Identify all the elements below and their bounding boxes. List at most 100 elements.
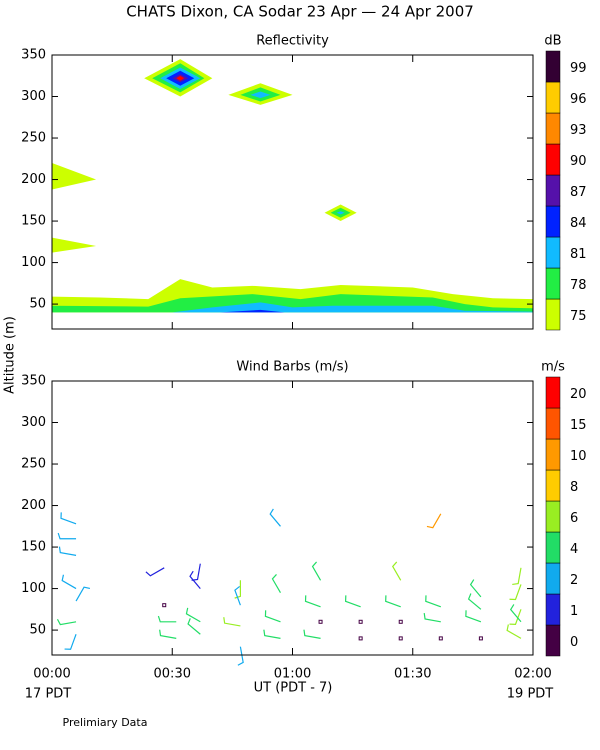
colorbar-swatch [545, 562, 561, 595]
colorbar-label: 75 [570, 309, 587, 324]
colorbar-label: 87 [570, 185, 587, 200]
wind-barb [509, 609, 522, 625]
colorbar-swatch [545, 531, 561, 564]
wind-barb [426, 513, 442, 529]
colorbar-label: 8 [570, 480, 578, 495]
y-tick-label: 300 [21, 415, 46, 430]
calm-marker [398, 619, 403, 624]
y-tick-label: 350 [21, 374, 46, 389]
colorbar-label: 93 [570, 123, 587, 138]
wind-barb [223, 617, 241, 627]
colorbar-swatch [545, 438, 561, 471]
y-tick-label: 150 [21, 214, 46, 229]
wind-barb [234, 585, 241, 606]
colorbar-label: 1 [570, 604, 578, 619]
calm-marker [478, 636, 483, 641]
y-tick-label: 200 [21, 172, 46, 187]
x-tick-label: 00:00 [33, 667, 70, 682]
colorbar-swatch [545, 298, 561, 331]
panel-title: Reflectivity [256, 34, 329, 49]
colorbar-label: 20 [570, 387, 587, 402]
colorbar-swatch [545, 50, 561, 83]
wind-barb [185, 607, 201, 623]
colorbar-label: 4 [570, 542, 578, 557]
colorbar-label: 96 [570, 92, 587, 107]
colorbar-label: 6 [570, 511, 578, 526]
colorbar-swatch [545, 205, 561, 238]
wind-barb [264, 610, 281, 623]
colorbar-swatch [545, 236, 561, 269]
contour-region [220, 309, 285, 313]
calm-marker [438, 636, 443, 641]
start-note: 17 PDT [25, 687, 72, 702]
wind-barb [187, 618, 201, 635]
calm-marker [318, 619, 323, 624]
wind-barb [311, 561, 322, 581]
wind-barb [304, 595, 321, 608]
wind-barb [263, 629, 281, 639]
colorbar-label: 0 [570, 635, 578, 650]
x-tick-label: 01:30 [394, 667, 431, 682]
colorbar-label: 90 [570, 154, 587, 169]
contour-region [336, 211, 345, 215]
wind-barb [56, 618, 77, 626]
x-tick-label: 01:00 [274, 667, 311, 682]
wind-barb [469, 579, 482, 598]
calm-marker [358, 636, 363, 641]
y-tick-label: 200 [21, 498, 46, 513]
y-axis-label: Altitude (m) [3, 316, 18, 394]
calm-marker [398, 636, 403, 641]
colorbar-swatch [545, 112, 561, 145]
contour-region [52, 162, 97, 190]
colorbar-swatch [545, 81, 561, 114]
chart-title: CHATS Dixon, CA Sodar 23 Apr — 24 Apr 20… [126, 3, 474, 21]
plot-frame [51, 380, 534, 656]
wind-barb [75, 586, 91, 602]
wind-barb [58, 546, 77, 556]
plot-frame [51, 54, 534, 330]
wind-barb [60, 512, 77, 525]
calm-marker [358, 619, 363, 624]
wind-barb [234, 580, 241, 599]
wind-barb [269, 508, 281, 527]
wind-barb [271, 574, 281, 594]
y-tick-label: 100 [21, 581, 46, 596]
calm-marker [162, 603, 167, 608]
colorbar-swatch [545, 143, 561, 176]
wind-barb [509, 604, 522, 623]
contour-region [52, 237, 97, 253]
wind-barb [237, 646, 244, 666]
colorbar-label: 78 [570, 278, 587, 293]
colorbar-label: 2 [570, 573, 578, 588]
wind-barb [189, 570, 201, 589]
wind-barb [344, 595, 361, 608]
y-tick-label: 250 [21, 457, 46, 472]
end-note: 19 PDT [507, 687, 554, 702]
y-tick-label: 350 [21, 48, 46, 63]
y-tick-label: 300 [21, 89, 46, 104]
y-tick-label: 150 [21, 540, 46, 555]
wind-barb [425, 595, 442, 608]
wind-barb [512, 567, 522, 586]
colorbar-label: 84 [570, 216, 587, 231]
wind-barb [467, 593, 482, 610]
wind-barb [385, 595, 401, 608]
contour-region [250, 91, 271, 99]
colorbar-title: dB [544, 34, 561, 49]
wind-barb [145, 567, 165, 577]
colorbar-swatch [545, 174, 561, 207]
wind-barb [423, 612, 441, 623]
y-tick-label: 250 [21, 131, 46, 146]
y-tick-label: 50 [29, 623, 46, 638]
colorbar-label: 10 [570, 449, 587, 464]
contour-region [172, 302, 533, 313]
footer-note: Prelimiary Data [63, 716, 148, 729]
colorbar-swatch [545, 407, 561, 440]
y-tick-label: 50 [29, 297, 46, 312]
x-tick-label: 02:00 [514, 667, 551, 682]
contour-region [176, 75, 185, 81]
colorbar-swatch [545, 469, 561, 502]
wind-barb [157, 615, 177, 623]
wind-barb [509, 584, 522, 601]
